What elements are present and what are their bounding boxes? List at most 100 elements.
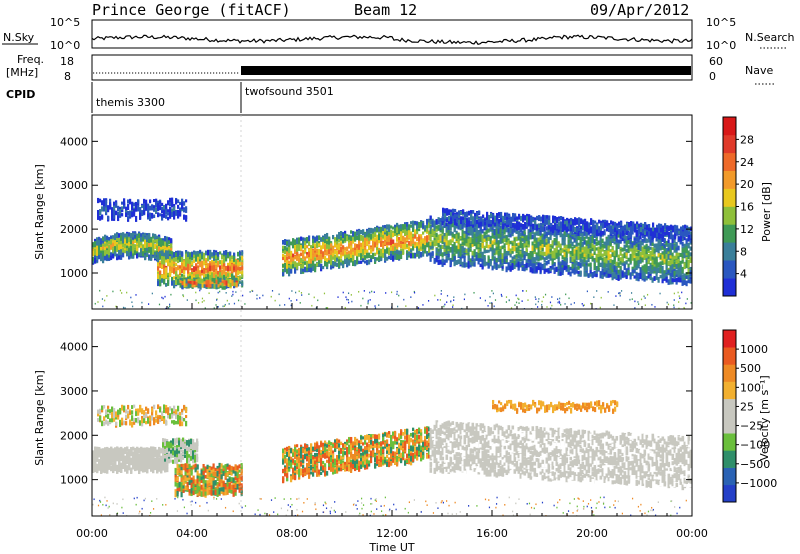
power-echo-cell bbox=[651, 265, 654, 270]
power-echo-cell bbox=[631, 250, 634, 257]
power-echo-cell bbox=[653, 269, 656, 274]
power-echo-cell bbox=[661, 265, 664, 271]
power-echo-cell bbox=[521, 253, 524, 258]
power-echo-cell bbox=[535, 242, 538, 248]
power-echo-cell bbox=[398, 224, 401, 231]
power-echo-cell bbox=[485, 235, 488, 240]
power-echo-cell bbox=[599, 244, 602, 250]
power-echo-cell bbox=[617, 242, 620, 249]
power-echo-cell bbox=[541, 264, 544, 271]
power-echo-cell bbox=[647, 265, 650, 272]
power-echo-cell bbox=[447, 257, 450, 261]
power-echo-cell bbox=[513, 241, 516, 246]
power-echo-cell bbox=[322, 253, 325, 257]
power-echo-cell bbox=[181, 256, 184, 262]
power-echo-cell bbox=[447, 240, 450, 246]
power-echo-cell bbox=[241, 282, 244, 287]
power-echo-cell bbox=[573, 262, 576, 267]
power-echo-cell bbox=[587, 263, 590, 267]
power-echo-cell bbox=[143, 208, 146, 212]
power-echo-cell bbox=[346, 260, 349, 266]
power-echo-cell bbox=[537, 247, 540, 253]
power-echo-cell bbox=[364, 255, 367, 260]
power-echo-cell bbox=[619, 257, 622, 262]
power-echo-cell bbox=[286, 247, 289, 253]
power-echo-cell bbox=[457, 239, 460, 244]
power-echo-cell bbox=[661, 254, 664, 260]
power-echo-cell bbox=[599, 271, 602, 275]
power-echo-cell bbox=[571, 250, 574, 256]
power-echo-cell bbox=[521, 238, 524, 242]
power-echo-cell bbox=[338, 256, 341, 261]
power-echo-cell bbox=[147, 213, 150, 218]
power-echo-cell bbox=[108, 237, 111, 242]
power-echo-cell bbox=[106, 242, 109, 246]
power-echo-cell bbox=[467, 225, 470, 232]
power-echo-cell bbox=[647, 271, 650, 276]
power-echo-cell bbox=[223, 274, 226, 279]
power-echo-cell bbox=[503, 248, 506, 254]
power-echo-cell bbox=[372, 233, 375, 239]
power-echo-cell bbox=[103, 198, 106, 204]
power-echo-cell bbox=[408, 231, 411, 236]
power-echo-cell bbox=[302, 250, 305, 256]
power-echo-cell bbox=[607, 235, 610, 239]
power-echo-cell bbox=[290, 256, 293, 260]
power-echo-cell bbox=[320, 254, 323, 260]
power-echo-cell bbox=[332, 234, 335, 240]
power-echo-cell bbox=[611, 264, 614, 270]
power-echo-cell bbox=[477, 260, 480, 265]
power-echo-cell bbox=[447, 253, 450, 257]
power-echo-cell bbox=[445, 259, 448, 263]
power-echo-cell bbox=[671, 270, 674, 274]
power-echo-cell bbox=[350, 252, 353, 259]
power-echo-cell bbox=[527, 244, 530, 248]
power-echo-cell bbox=[126, 233, 129, 239]
power-echo-cell bbox=[465, 243, 468, 247]
power-echo-cell bbox=[447, 245, 450, 250]
power-echo-cell bbox=[179, 268, 182, 274]
power-echo-cell bbox=[382, 252, 385, 256]
power-echo-cell bbox=[282, 268, 285, 273]
power-echo-cell bbox=[447, 222, 450, 227]
power-echo-cell bbox=[316, 262, 319, 267]
power-echo-cell bbox=[92, 250, 95, 257]
power-echo-cell bbox=[629, 253, 632, 260]
power-echo-cell bbox=[177, 265, 180, 271]
power-echo-cell bbox=[607, 270, 610, 275]
power-echo-cell bbox=[591, 246, 594, 251]
power-echo-cell bbox=[408, 232, 411, 239]
power-echo-cell bbox=[517, 253, 520, 259]
power-echo-cell bbox=[390, 225, 393, 229]
power-echo-cell bbox=[495, 235, 498, 240]
nsearch-tick-bottom: 10^0 bbox=[706, 39, 736, 52]
power-echo-cell bbox=[370, 248, 373, 254]
power-echo-cell bbox=[647, 274, 650, 279]
power-echo-cell bbox=[103, 206, 106, 212]
power-echo-cell bbox=[173, 206, 176, 212]
power-echo-cell bbox=[463, 230, 466, 237]
power-echo-cell bbox=[655, 261, 658, 267]
power-echo-cell bbox=[104, 251, 107, 257]
power-echo-cell bbox=[114, 248, 117, 252]
power-echo-cell bbox=[587, 236, 590, 242]
power-echo-cell bbox=[114, 251, 117, 255]
power-echo-cell bbox=[455, 239, 458, 244]
power-echo-cell bbox=[195, 274, 198, 280]
power-echo-cell bbox=[134, 239, 137, 244]
power-echo-cell bbox=[241, 255, 244, 261]
power-echo-cell bbox=[364, 260, 367, 264]
power-echo-cell bbox=[324, 237, 327, 244]
power-echo-cell bbox=[376, 247, 379, 251]
power-echo-cell bbox=[294, 249, 297, 255]
power-echo-cell bbox=[553, 233, 556, 237]
power-echo-cell bbox=[505, 240, 508, 245]
power-echo-cell bbox=[477, 229, 480, 236]
power-echo-cell bbox=[469, 263, 472, 268]
power-echo-cell bbox=[390, 253, 393, 260]
power-echo-cell bbox=[429, 215, 432, 221]
power-echo-cell bbox=[591, 258, 594, 262]
power-echo-cell bbox=[445, 234, 448, 239]
power-echo-cell bbox=[553, 240, 556, 246]
power-echo-cell bbox=[98, 240, 101, 246]
